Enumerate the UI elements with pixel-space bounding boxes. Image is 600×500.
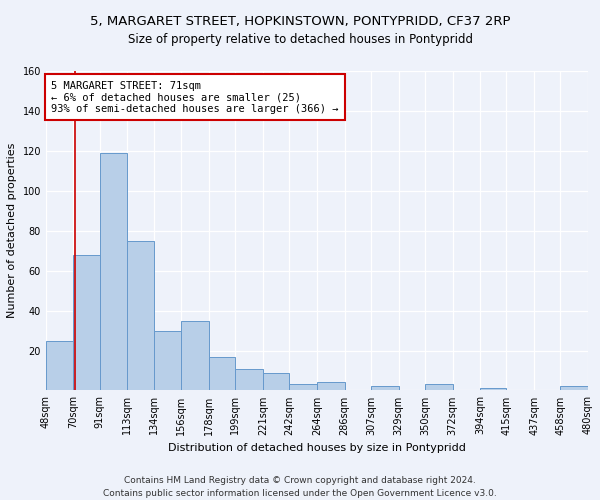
Text: 5 MARGARET STREET: 71sqm
← 6% of detached houses are smaller (25)
93% of semi-de: 5 MARGARET STREET: 71sqm ← 6% of detache…	[51, 80, 339, 114]
Bar	[209, 356, 235, 390]
Y-axis label: Number of detached properties: Number of detached properties	[7, 143, 17, 318]
Text: 5, MARGARET STREET, HOPKINSTOWN, PONTYPRIDD, CF37 2RP: 5, MARGARET STREET, HOPKINSTOWN, PONTYPR…	[90, 15, 510, 28]
Bar	[263, 372, 289, 390]
Bar	[317, 382, 344, 390]
Bar	[425, 384, 452, 390]
Bar	[154, 330, 181, 390]
Bar	[235, 368, 263, 390]
Bar	[289, 384, 317, 390]
X-axis label: Distribution of detached houses by size in Pontypridd: Distribution of detached houses by size …	[168, 443, 466, 453]
Bar	[46, 340, 73, 390]
Bar	[371, 386, 398, 390]
Text: Contains HM Land Registry data © Crown copyright and database right 2024.
Contai: Contains HM Land Registry data © Crown c…	[103, 476, 497, 498]
Bar	[73, 254, 100, 390]
Bar	[560, 386, 588, 390]
Text: Size of property relative to detached houses in Pontypridd: Size of property relative to detached ho…	[128, 32, 473, 46]
Bar	[127, 240, 154, 390]
Bar	[100, 153, 127, 390]
Bar	[181, 320, 209, 390]
Bar	[480, 388, 506, 390]
